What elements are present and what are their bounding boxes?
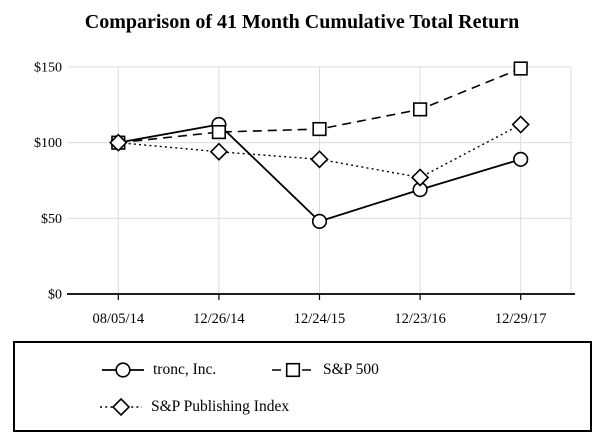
y-tick-label: $50: [41, 212, 62, 227]
x-tick-label: 12/24/15: [294, 311, 346, 327]
x-tick-label: 12/29/17: [495, 311, 547, 327]
square-dashed-line-icon: [272, 362, 314, 378]
chart-plot: $0 $50 $100 $150 08/05/14 12/26/14 12/24/15 12/…: [34, 61, 575, 327]
x-gridlines: [117, 67, 572, 294]
x-tick-label: 12/23/16: [394, 311, 446, 327]
series-s-p-publishing-index: [109, 115, 530, 187]
circle-solid-line-icon: [102, 362, 144, 378]
legend-item-sp-500: S&P 500: [272, 359, 379, 381]
legend-item-tronc-inc: tronc, Inc.: [102, 359, 216, 381]
legend-label-tronc-inc: tronc, Inc.: [153, 361, 217, 378]
legend-item-sp-publishing-index: S&P Publishing Index: [100, 396, 289, 418]
y-tick-label: $150: [34, 61, 62, 76]
legend-box: tronc, Inc. S&P 500 S&P Publishing Index: [13, 341, 592, 432]
y-tick-label: $0: [48, 288, 62, 303]
x-axis-labels: 08/05/14 12/26/14 12/24/15 12/23/16 12/29/17: [93, 311, 547, 327]
x-tick-label: 12/26/14: [193, 311, 245, 327]
diamond-dotted-line-icon: [100, 397, 142, 417]
y-tick-label: $100: [34, 136, 62, 151]
legend-label-sp-publishing-index: S&P Publishing Index: [151, 398, 290, 415]
chart-title: Comparison of 41 Month Cumulative Total …: [84, 11, 520, 33]
y-axis-labels: $0 $50 $100 $150: [34, 61, 62, 303]
x-axis-ticks: [117, 294, 522, 300]
legend-label-sp-500: S&P 500: [323, 361, 379, 378]
x-tick-label: 08/05/14: [93, 311, 145, 327]
